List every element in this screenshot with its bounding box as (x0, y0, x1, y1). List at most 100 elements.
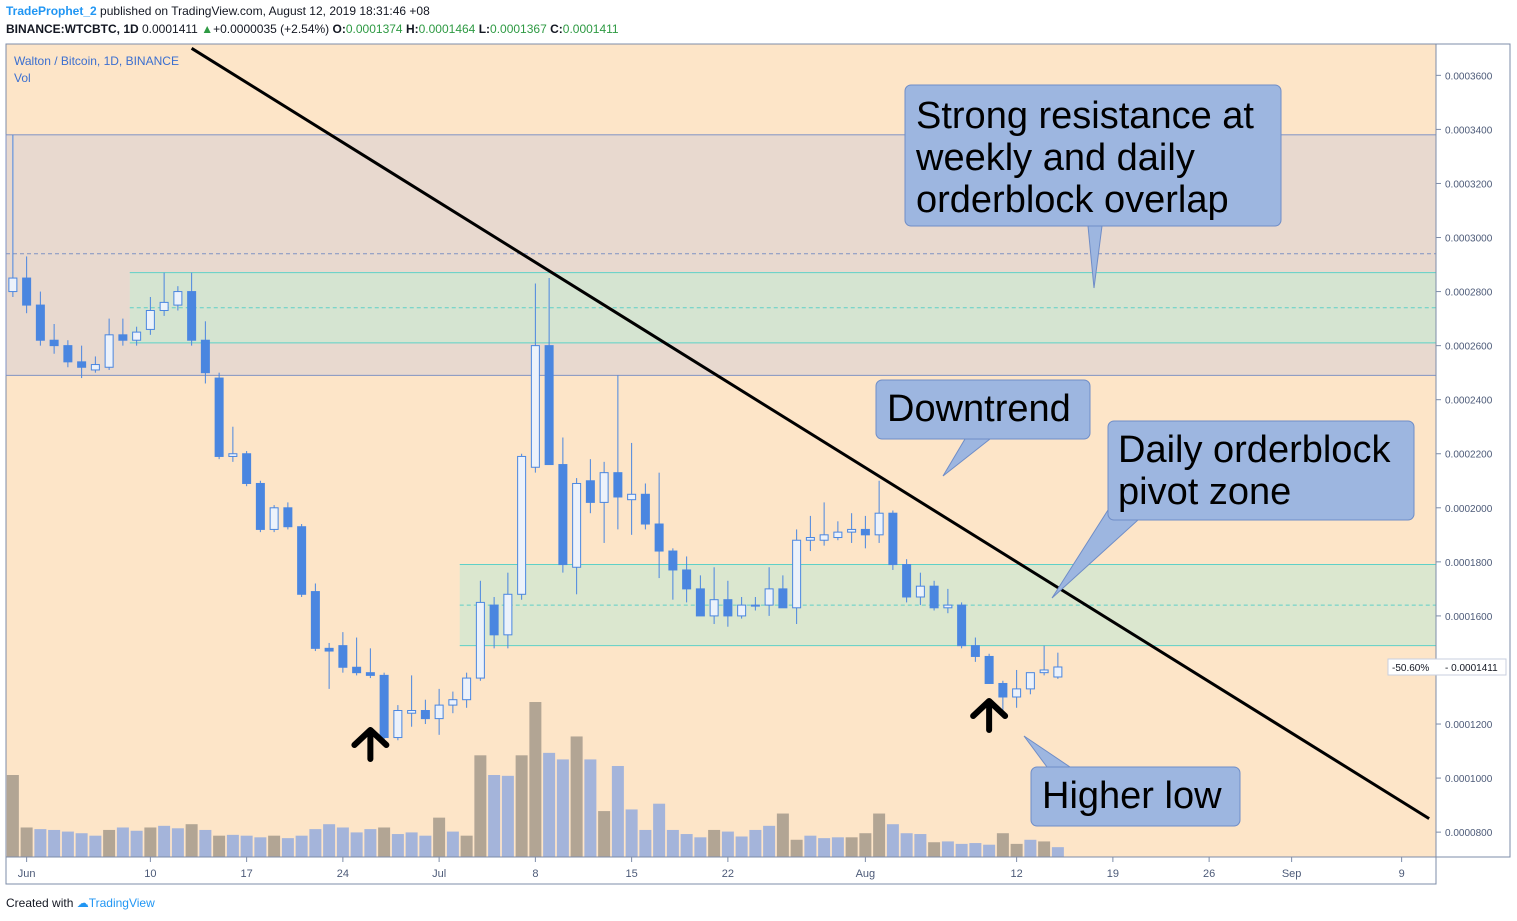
candle[interactable] (984, 653, 994, 684)
candle[interactable] (352, 637, 362, 676)
candle[interactable] (379, 672, 389, 743)
volume-bar (350, 832, 363, 857)
candle[interactable] (888, 510, 898, 570)
candle[interactable] (805, 515, 815, 552)
candle[interactable] (462, 672, 472, 708)
candle[interactable] (819, 502, 829, 546)
candle[interactable] (242, 451, 252, 487)
candle[interactable] (393, 705, 403, 741)
candle[interactable] (77, 345, 87, 379)
candle[interactable] (475, 580, 485, 681)
candle[interactable] (448, 691, 458, 714)
candle[interactable] (668, 548, 678, 600)
candle[interactable] (407, 675, 417, 727)
volume-bar (941, 841, 954, 857)
candle[interactable] (585, 459, 595, 514)
candle[interactable] (640, 483, 650, 530)
y-tick-label: 0.0000800 (1445, 828, 1493, 839)
candle[interactable] (792, 529, 802, 625)
candle[interactable] (517, 453, 527, 600)
close-value: 0.0001411 (562, 22, 619, 36)
candle[interactable] (915, 572, 925, 606)
candle[interactable] (695, 575, 705, 617)
candle[interactable] (764, 567, 774, 616)
candle[interactable] (613, 375, 623, 530)
candle[interactable] (833, 521, 843, 541)
candle[interactable] (599, 461, 609, 543)
candle[interactable] (434, 688, 444, 735)
candle[interactable] (159, 272, 169, 316)
candle[interactable] (847, 513, 857, 543)
candle[interactable] (104, 318, 114, 370)
candle[interactable] (132, 326, 142, 346)
candle[interactable] (1012, 669, 1022, 708)
candle[interactable] (214, 372, 224, 460)
candle[interactable] (874, 480, 884, 543)
candle[interactable] (49, 324, 59, 354)
candle[interactable] (558, 437, 568, 573)
candle[interactable] (737, 596, 747, 619)
candle[interactable] (118, 318, 128, 346)
callout-box (1030, 766, 1241, 827)
author-name[interactable]: TradeProphet_2 (6, 4, 97, 18)
candle[interactable] (200, 321, 210, 384)
candle[interactable] (1025, 672, 1035, 695)
candle[interactable] (957, 602, 967, 649)
candle[interactable] (297, 524, 307, 597)
candle[interactable] (1039, 645, 1049, 676)
candle[interactable] (709, 567, 719, 625)
candle[interactable] (572, 478, 582, 595)
candle[interactable] (902, 559, 912, 603)
y-tick-label: 0.0002000 (1445, 504, 1493, 515)
candle[interactable] (324, 642, 334, 689)
candle[interactable] (310, 583, 320, 652)
candle[interactable] (723, 580, 733, 627)
candle[interactable] (489, 596, 499, 649)
candle[interactable] (90, 356, 100, 373)
volume-bar (900, 833, 913, 857)
candle[interactable] (283, 502, 293, 530)
created-with: Created with (6, 896, 74, 910)
volume-bar (391, 834, 404, 857)
candle[interactable] (970, 637, 980, 662)
candle[interactable] (998, 680, 1008, 711)
candle[interactable] (22, 256, 32, 314)
candle[interactable] (530, 283, 540, 473)
candle[interactable] (228, 426, 238, 462)
tradingview-brand[interactable]: TradingView (88, 896, 155, 910)
candle[interactable] (338, 632, 348, 673)
close-label: C: (550, 22, 563, 36)
candle[interactable] (8, 134, 18, 297)
candle[interactable] (627, 442, 637, 535)
candle[interactable] (503, 572, 513, 649)
candle-body (503, 593, 513, 636)
candle[interactable] (145, 296, 155, 335)
candle-body (805, 537, 815, 541)
candle[interactable] (187, 272, 197, 346)
candle[interactable] (682, 556, 692, 603)
price-axis[interactable] (1435, 43, 1511, 858)
candle[interactable] (943, 588, 953, 614)
candle[interactable] (544, 278, 554, 466)
candle[interactable] (420, 699, 430, 725)
publish-info: TradeProphet_2 published on TradingView.… (6, 4, 430, 18)
annotation-callout[interactable]: Downtrend (875, 379, 1091, 477)
annotation-callout[interactable]: Higher low (1023, 735, 1241, 827)
candle[interactable] (750, 596, 760, 611)
candle[interactable] (173, 286, 183, 311)
candle[interactable] (778, 575, 788, 609)
downtrend-line[interactable] (190, 47, 1430, 820)
candle[interactable] (365, 648, 375, 679)
candle[interactable] (255, 480, 265, 533)
time-axis[interactable] (5, 856, 1437, 885)
candle[interactable] (269, 505, 279, 533)
candle[interactable] (35, 291, 45, 346)
candle[interactable] (63, 340, 73, 368)
candle[interactable] (1053, 652, 1063, 679)
candle[interactable] (929, 580, 939, 611)
candle[interactable] (860, 515, 870, 549)
candle[interactable] (654, 472, 664, 579)
